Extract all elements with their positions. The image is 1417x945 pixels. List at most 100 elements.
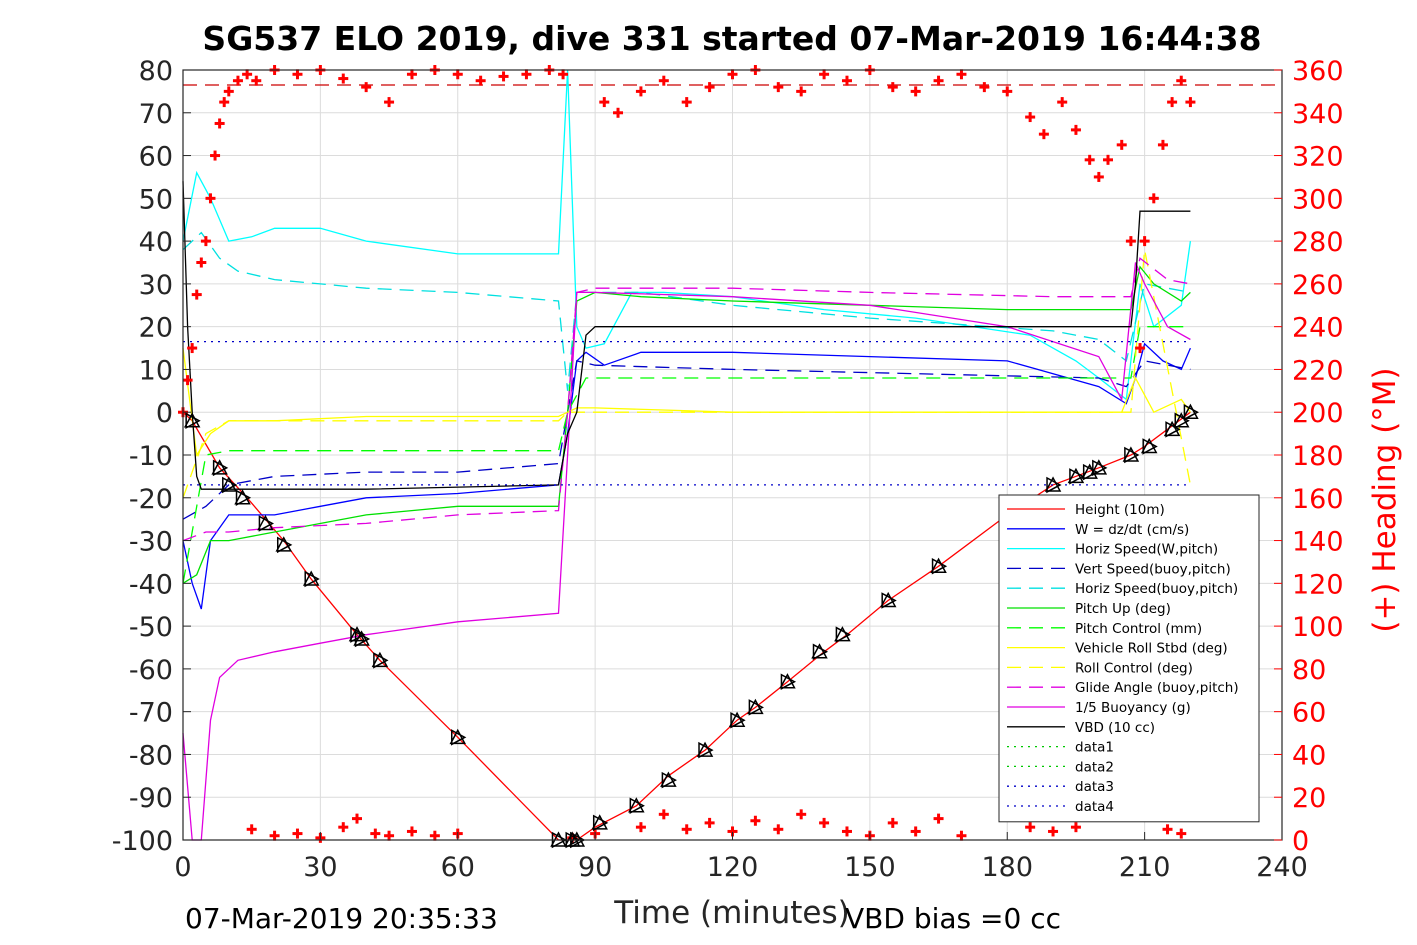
legend-entry: Horiz Speed(W,pitch)	[1075, 542, 1218, 558]
heading-point-low	[635, 822, 646, 833]
right-y-tick-label: 340	[1292, 99, 1344, 130]
dive-marker	[353, 630, 371, 648]
heading-point	[251, 75, 262, 86]
heading-point	[1139, 236, 1150, 247]
legend-entry: data1	[1075, 740, 1114, 756]
legend-entry: Vehicle Roll Stbd (deg)	[1075, 641, 1228, 657]
y-tick-label: -30	[129, 527, 173, 558]
x-axis-label: Time (minutes)	[613, 895, 849, 931]
end-timestamp: 07-Mar-2019 20:35:33	[185, 902, 498, 935]
x-tick-label: 90	[578, 852, 612, 883]
dive-marker	[211, 459, 229, 477]
legend-entry: data3	[1075, 779, 1114, 795]
y-tick-label: -10	[129, 441, 173, 472]
series-line-8	[182, 249, 1192, 499]
right-y-tick-label: 0	[1292, 826, 1309, 857]
heading-point	[796, 86, 807, 97]
series-line-4	[182, 231, 1191, 391]
dive-marker	[660, 771, 677, 789]
y-tick-label: 50	[139, 184, 173, 215]
heading-point	[681, 97, 692, 108]
dive-marker	[1090, 459, 1108, 477]
legend-entry: data4	[1075, 799, 1114, 815]
legend-entry: 1/5 Buoyancy (g)	[1075, 700, 1191, 716]
heading-point	[200, 236, 211, 247]
heading-point	[1084, 154, 1095, 165]
y-tick-label: 20	[139, 313, 173, 344]
y-tick-label: -70	[129, 698, 173, 729]
right-y-tick-label: 360	[1292, 56, 1344, 87]
heading-point	[979, 82, 990, 93]
heading-point	[1025, 112, 1036, 123]
y-tick-label: 70	[139, 99, 173, 130]
dive-marker	[220, 476, 238, 494]
heading-point-low	[956, 830, 967, 841]
heading-point	[182, 375, 193, 386]
legend-entry: Height (10m)	[1075, 502, 1165, 518]
heading-point	[338, 73, 349, 84]
heading-point	[1135, 343, 1146, 354]
y-tick-label: 60	[139, 142, 173, 173]
legend: Height (10m) W = dz/dt (cm/s) Horiz Speed(…	[998, 494, 1260, 823]
heading-point	[214, 118, 225, 129]
heading-point	[841, 75, 852, 86]
dive-marker	[591, 814, 609, 832]
heading-point	[599, 97, 610, 108]
dive-marker	[728, 711, 746, 729]
heading-point	[452, 69, 463, 80]
heading-point-low	[338, 822, 349, 833]
right-y-tick-label: 160	[1292, 484, 1344, 515]
heading-point	[219, 97, 230, 108]
x-tick-label: 210	[1119, 852, 1171, 883]
y-tick-label: 30	[139, 270, 173, 301]
dive-marker	[930, 557, 948, 575]
heading-point	[658, 75, 669, 86]
heading-point	[205, 193, 216, 204]
heading-point	[1176, 75, 1187, 86]
dive-marker	[1122, 446, 1140, 464]
dive-marker	[1163, 420, 1181, 438]
heading-point	[910, 86, 921, 97]
right-y-tick-label: 220	[1292, 355, 1344, 386]
heading-point	[1038, 129, 1049, 140]
heading-point	[635, 86, 646, 97]
legend-entry: W = dz/dt (cm/s)	[1075, 522, 1189, 538]
heading-point-low	[406, 826, 417, 837]
right-y-tick-label: 260	[1292, 270, 1344, 301]
y-tick-label: 10	[139, 355, 173, 386]
legend-entry: Roll Control (deg)	[1075, 660, 1193, 676]
heading-point	[196, 257, 207, 268]
heading-point	[558, 69, 569, 80]
y-tick-label: 0	[156, 398, 173, 429]
heading-point-low	[933, 813, 944, 824]
x-tick-label: 0	[174, 852, 191, 883]
dive-marker	[257, 514, 275, 532]
heading-point	[1125, 236, 1136, 247]
right-y-tick-label: 40	[1292, 740, 1326, 771]
series-line-7	[182, 348, 1191, 457]
heading-point	[191, 289, 202, 300]
legend-entry: Vert Speed(buoy,pitch)	[1075, 561, 1231, 577]
chart-title: SG537 ELO 2019, dive 331 started 07-Mar-…	[202, 19, 1261, 58]
heading-point	[384, 97, 395, 108]
dive-marker	[1140, 437, 1158, 455]
heading-point-low	[910, 826, 921, 837]
y-tick-label: -80	[129, 740, 173, 771]
heading-point	[210, 150, 221, 161]
y-tick-label: -90	[129, 783, 173, 814]
right-y-tick-label: 280	[1292, 227, 1344, 258]
right-y-tick-label: 100	[1292, 612, 1344, 643]
heading-point	[887, 82, 898, 93]
x-tick-label: 120	[707, 852, 759, 883]
heading-point-low	[384, 830, 395, 841]
right-y-tick-label: 200	[1292, 398, 1344, 429]
y-tick-label: -40	[129, 569, 173, 600]
heading-point-low	[1070, 822, 1081, 833]
heading-point-low	[1025, 822, 1036, 833]
series-line-10	[182, 262, 1191, 841]
heading-point-low	[681, 824, 692, 835]
heading-point	[232, 75, 243, 86]
series-line-3	[182, 360, 1191, 520]
legend-entry: Glide Angle (buoy,pitch)	[1075, 680, 1239, 696]
heading-point	[1102, 154, 1113, 165]
